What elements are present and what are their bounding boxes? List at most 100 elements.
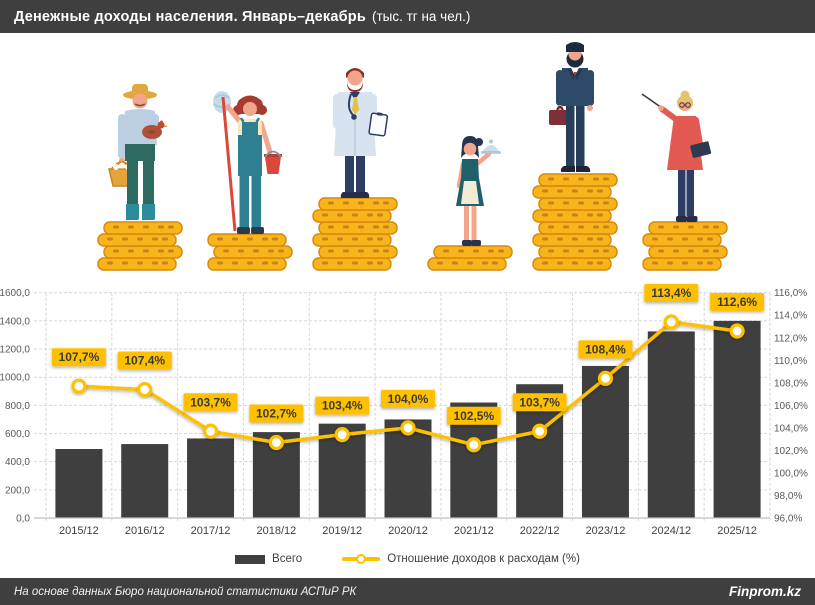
data-label-text: 103,7% [519,395,560,409]
data-label-box [644,283,699,302]
coin-slot [322,261,328,265]
bar-2024 [647,331,695,518]
coin-slot [603,201,609,205]
teacher-illustration [641,90,712,222]
right-axis-tick-label: 102,0% [774,446,808,457]
left-axis-tick-label: 1400,0 [0,316,30,327]
coin-row [207,257,287,271]
coin-row [648,245,728,259]
data-label-box [578,340,633,359]
data-label-box [710,293,765,312]
coin-row [532,209,612,223]
coin-slot [563,225,569,229]
coin-slot [272,261,278,265]
coin-slot [443,249,449,253]
cleaner-illustration [213,91,282,234]
coin-slot [328,249,334,253]
data-label-box [117,351,172,370]
coin-slot [652,261,658,265]
right-axis-tick-label: 106,0% [774,401,808,412]
left-axis-tick-label: 1200,0 [0,345,30,356]
coin-slot [343,249,349,253]
coin-slot [343,201,349,205]
coin-slot [383,225,389,229]
coin-row [312,257,392,271]
coin-slot [328,201,334,205]
left-axis-tick-label: 200,0 [5,485,30,496]
coin-row [213,245,293,259]
coin-slot [128,225,134,229]
data-label-text: 108,4% [585,342,626,356]
coin-slot [548,225,554,229]
coin-slot [667,261,673,265]
coin-slot [168,249,174,253]
bar-2025 [713,320,761,518]
coin-slot [143,249,149,253]
coin-slot [557,237,563,241]
data-point-marker [71,378,87,394]
coin-slot [703,225,709,229]
coin-slot [658,249,664,253]
coin-slot [437,261,443,265]
coin-slot [603,249,609,253]
bar-2023 [581,365,629,518]
coin-slot [713,225,719,229]
coin-slot [113,249,119,253]
coin-slot [603,225,609,229]
bar-2015 [55,449,103,518]
coin-slot [367,237,373,241]
x-axis-label: 2017/12 [191,525,231,537]
coin-slot [262,261,268,265]
coin-slot [358,249,364,253]
coin-slot [152,261,158,265]
bar-2016 [121,444,169,518]
data-label-box [249,404,304,423]
coin-slot [137,237,143,241]
right-axis-tick-label: 108,0% [774,378,808,389]
coin-slot [352,261,358,265]
coin-slot [223,249,229,253]
coin-row [207,233,287,247]
coin-slot [377,261,383,265]
bar-2018 [252,432,300,518]
coin-slot [128,249,134,253]
coin-slot [578,249,584,253]
coin-slot [488,249,494,253]
coin-slot [587,189,593,193]
coin-slot [557,261,563,265]
marker-dot-icon [356,553,367,564]
data-point-marker [597,370,614,386]
x-axis-label: 2022/12 [520,525,560,537]
data-source-note: На основе данных Бюро национальной стати… [14,585,357,598]
coin-slot [578,201,584,205]
data-label-text: 112,6% [717,295,757,309]
coin-row [97,257,177,271]
coin-slot [652,237,658,241]
coin-slot [542,261,548,265]
bar-2021 [450,402,498,518]
data-point-marker [202,423,219,439]
coin-slot [697,261,703,265]
page-title: Денежные доходы населения. Январь–декабр… [14,8,366,25]
coin-row [538,197,618,211]
coin-slot [603,177,609,181]
x-axis-label: 2021/12 [454,525,494,537]
coin-slot [343,225,349,229]
bar-2017 [187,438,235,518]
coin-row [103,221,183,235]
right-axis-tick-label: 98,0% [774,491,802,502]
right-axis-tick-label: 110,0% [774,356,807,367]
coin-row [538,245,618,259]
coin-slot [473,249,479,253]
bar-2020 [384,419,432,518]
coin-slot [572,213,578,217]
coin-slot [707,237,713,241]
coin-slot [262,237,268,241]
businessman-illustration [549,42,594,172]
bar-2022 [516,384,564,518]
coin-row [427,257,507,271]
coin-slot [467,261,473,265]
coin-slot [158,225,164,229]
